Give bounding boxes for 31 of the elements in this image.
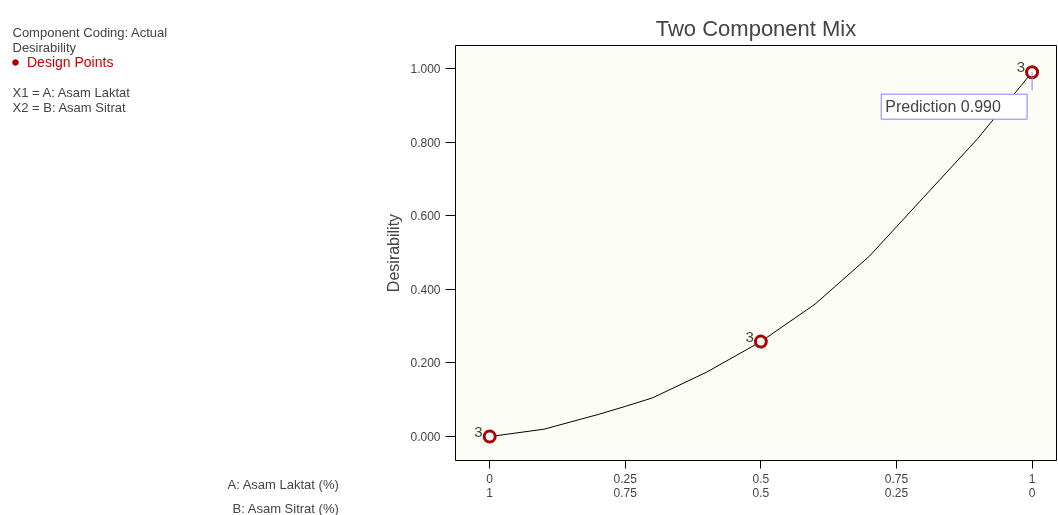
- y-tick-label: 0.800: [410, 135, 441, 150]
- y-tick-label: 0.000: [410, 430, 441, 445]
- x2-tick-label: 0.25: [884, 485, 909, 500]
- x2-tick-label: 0.75: [613, 485, 638, 500]
- x-tick-label: 0.25: [613, 471, 638, 486]
- text: B: Asam Sitrat (%): [232, 501, 339, 515]
- annotation: 3: [474, 422, 483, 440]
- annotation: 3: [1016, 58, 1026, 76]
- x2-tick-label: 0.5: [752, 485, 770, 500]
- text: X2 = B: Asam Sitrat: [12, 100, 126, 115]
- x-tick-label: 0.5: [752, 471, 770, 486]
- annotation: 3: [745, 327, 754, 345]
- text: A: Asam Laktat (%): [227, 477, 339, 492]
- chart-title: Two Component Mix: [655, 15, 857, 41]
- point: [482, 429, 497, 444]
- x-tick-label: 0: [486, 471, 494, 486]
- annotation: Prediction 0.990: [885, 98, 1001, 116]
- y-tick-label: 0.600: [410, 209, 441, 224]
- y-tick-label: 0.200: [410, 356, 441, 371]
- text: Component Coding: Actual: [12, 25, 168, 40]
- legend-label: Design Points: [27, 54, 114, 70]
- y-tick-label: 0.400: [410, 282, 441, 297]
- y-tick-label: 1.000: [410, 62, 441, 76]
- point: [753, 334, 768, 349]
- text: X1 = A: Asam Laktat: [12, 85, 131, 100]
- x-tick-label: 1: [1028, 471, 1036, 486]
- y-axis-title: Desirability: [385, 213, 403, 293]
- x2-tick-label: 0: [1028, 485, 1036, 500]
- text: Desirability: [12, 40, 77, 55]
- x2-tick-label: 1: [486, 485, 494, 500]
- x-tick-label: 0.75: [884, 471, 909, 486]
